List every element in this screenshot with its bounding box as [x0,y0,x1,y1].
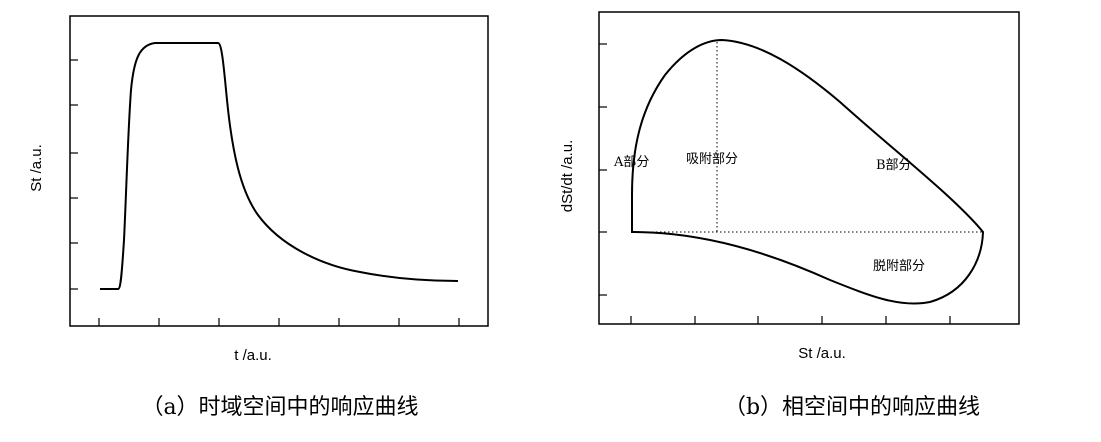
adsorption-part-label: 吸附部分 [686,152,738,167]
desorption-part-label: 脱附部分 [873,259,925,274]
panel-b-ylabel: dSt/dt /a.u. [559,140,576,213]
panel-b-frame [598,11,1020,325]
panel-a: t /a.u. St /a.u. （a）时域空间中的响应曲线 [28,15,489,420]
phase-space-loop-curve [631,38,985,305]
panel-a-ticks [70,59,460,326]
panel-b-xlabel: St /a.u. [798,345,846,362]
panel-b: A部分 吸附部分 B部分 脱附部分 St /a.u. dSt/dt /a.u. … [559,11,1020,420]
panel-a-xlabel: t /a.u. [234,347,272,364]
panel-a-ylabel: St /a.u. [28,144,45,192]
panel-a-caption: （a）时域空间中的响应曲线 [141,395,418,420]
time-response-curve [100,42,459,290]
a-part-label: A部分 [613,155,649,170]
panel-b-ticks [599,43,951,324]
b-part-label: B部分 [876,158,912,173]
panel-b-caption: （b）相空间中的响应曲线 [724,395,980,420]
